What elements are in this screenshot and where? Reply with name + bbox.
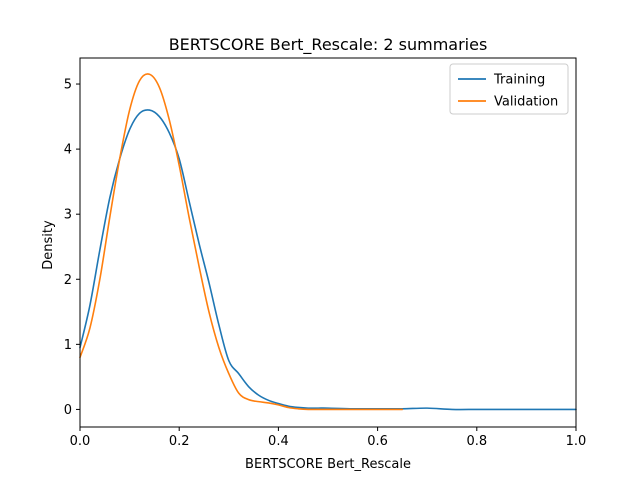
y-tick-label: 2 (64, 273, 72, 288)
legend-label-training: Training (493, 73, 545, 88)
x-tick-label: 1.0 (566, 434, 587, 449)
y-axis-title: Density (41, 220, 56, 270)
series-line-training (79, 109, 577, 411)
plot-frame (79, 57, 577, 428)
y-tick-label: 4 (64, 143, 72, 158)
x-axis-title: BERTSCORE Bert_Rescale (245, 457, 411, 472)
legend-label-validation: Validation (494, 95, 558, 110)
legend: Training Validation (449, 63, 569, 115)
y-tick-label: 5 (64, 78, 72, 93)
x-tick-label: 0.0 (70, 434, 91, 449)
y-tick-label: 1 (64, 338, 72, 353)
y-tick-label: 0 (64, 403, 72, 418)
x-tick-label: 0.8 (466, 434, 487, 449)
y-axis: 0 1 2 3 4 5 (64, 78, 80, 418)
y-tick-label: 3 (64, 208, 72, 223)
series-line-validation (79, 73, 404, 411)
x-axis: 0.0 0.2 0.4 0.6 0.8 1.0 (70, 427, 587, 449)
x-tick-label: 0.4 (268, 434, 289, 449)
series-layer (79, 73, 577, 411)
x-tick-label: 0.2 (169, 434, 190, 449)
chart-title: BERTSCORE Bert_Rescale: 2 summaries (169, 35, 488, 55)
x-tick-label: 0.6 (367, 434, 388, 449)
